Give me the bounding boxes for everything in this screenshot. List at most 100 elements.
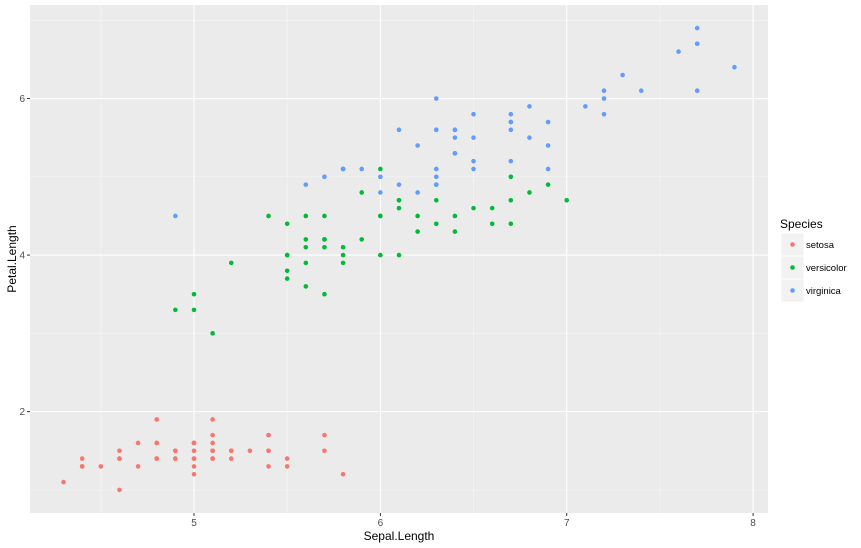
data-point-virginica — [433, 166, 439, 172]
data-points — [61, 25, 737, 493]
x-axis-title: Sepal.Length — [364, 529, 435, 543]
data-point-setosa — [61, 479, 66, 485]
legend-label-versicolor: versicolor — [806, 263, 847, 274]
legend-swatch-versicolor — [790, 265, 795, 270]
data-point-virginica — [601, 111, 607, 117]
data-point-virginica — [433, 96, 439, 101]
data-point-setosa — [79, 464, 85, 469]
legend-swatch-setosa — [790, 242, 795, 247]
data-point-versicolor — [284, 221, 290, 227]
data-point-virginica — [471, 111, 476, 117]
legend-swatch-virginica — [790, 288, 795, 293]
data-point-versicolor — [359, 237, 365, 242]
plot-panel — [30, 5, 768, 513]
data-point-versicolor — [266, 213, 271, 219]
data-point-virginica — [545, 143, 551, 148]
data-point-virginica — [638, 88, 644, 94]
data-point-setosa — [117, 448, 122, 454]
x-tick-label: 5 — [191, 518, 197, 529]
data-point-virginica — [508, 127, 514, 133]
data-point-versicolor — [210, 331, 215, 336]
data-point-versicolor — [508, 174, 514, 180]
data-point-virginica — [415, 190, 420, 195]
data-point-virginica — [433, 182, 439, 187]
data-point-setosa — [117, 487, 122, 493]
data-point-virginica — [378, 190, 383, 195]
data-point-virginica — [620, 72, 625, 78]
data-point-versicolor — [471, 205, 476, 211]
data-point-versicolor — [433, 197, 439, 203]
data-point-setosa — [191, 448, 197, 454]
data-point-versicolor — [378, 213, 383, 219]
data-point-versicolor — [508, 221, 514, 227]
data-point-setosa — [135, 464, 141, 469]
data-point-setosa — [173, 456, 178, 461]
data-point-virginica — [471, 166, 476, 172]
data-point-versicolor — [340, 252, 346, 258]
data-point-virginica — [508, 119, 514, 125]
data-point-setosa — [340, 471, 346, 477]
data-point-setosa — [154, 456, 160, 461]
data-point-virginica — [471, 135, 476, 140]
x-tick-label: 7 — [564, 518, 570, 529]
data-point-setosa — [98, 464, 104, 469]
data-point-setosa — [284, 456, 290, 461]
data-point-versicolor — [173, 307, 178, 313]
data-point-setosa — [266, 432, 271, 438]
data-point-virginica — [694, 88, 700, 94]
data-point-virginica — [433, 127, 439, 133]
data-point-virginica — [508, 158, 514, 164]
data-point-virginica — [173, 213, 178, 219]
y-tick-label: 6 — [19, 94, 25, 105]
data-point-versicolor — [489, 205, 495, 211]
data-point-versicolor — [415, 229, 420, 234]
data-point-versicolor — [303, 260, 309, 266]
minor-gridlines — [30, 5, 768, 513]
data-point-virginica — [694, 25, 700, 31]
data-point-virginica — [545, 119, 551, 125]
data-point-versicolor — [284, 268, 290, 274]
data-point-virginica — [545, 166, 551, 172]
data-point-versicolor — [564, 197, 570, 203]
data-point-setosa — [191, 440, 197, 446]
data-point-setosa — [284, 464, 290, 469]
data-point-versicolor — [415, 213, 420, 219]
data-point-versicolor — [359, 190, 365, 195]
y-tick-label: 2 — [19, 407, 25, 418]
data-point-virginica — [452, 127, 458, 133]
data-point-setosa — [210, 440, 215, 446]
data-point-virginica — [527, 104, 532, 109]
data-point-setosa — [322, 432, 327, 438]
data-point-virginica — [415, 143, 420, 148]
data-point-versicolor — [303, 244, 309, 250]
data-point-versicolor — [452, 229, 458, 234]
data-point-versicolor — [545, 182, 551, 187]
data-point-versicolor — [433, 221, 439, 227]
data-point-setosa — [266, 464, 271, 469]
data-point-versicolor — [340, 244, 346, 250]
data-point-setosa — [117, 456, 122, 461]
data-point-versicolor — [378, 166, 383, 172]
data-point-setosa — [154, 417, 160, 422]
data-point-versicolor — [284, 252, 290, 258]
data-point-versicolor — [527, 190, 532, 195]
data-point-virginica — [732, 64, 737, 70]
data-point-setosa — [154, 440, 160, 446]
data-point-virginica — [378, 174, 383, 180]
data-point-virginica — [527, 135, 532, 140]
data-point-setosa — [210, 417, 215, 422]
data-point-versicolor — [322, 237, 327, 242]
x-tick-label: 6 — [378, 518, 384, 529]
data-point-virginica — [322, 174, 327, 180]
data-point-setosa — [322, 448, 327, 454]
data-point-versicolor — [191, 291, 197, 297]
legend-items: setosa versicolor virginica — [780, 232, 847, 303]
data-point-versicolor — [284, 276, 290, 281]
data-point-setosa — [79, 456, 85, 461]
legend-label-setosa: setosa — [806, 240, 835, 251]
data-point-versicolor — [378, 252, 383, 258]
data-point-versicolor — [228, 260, 234, 266]
data-point-versicolor — [340, 260, 346, 266]
data-point-setosa — [191, 471, 197, 477]
